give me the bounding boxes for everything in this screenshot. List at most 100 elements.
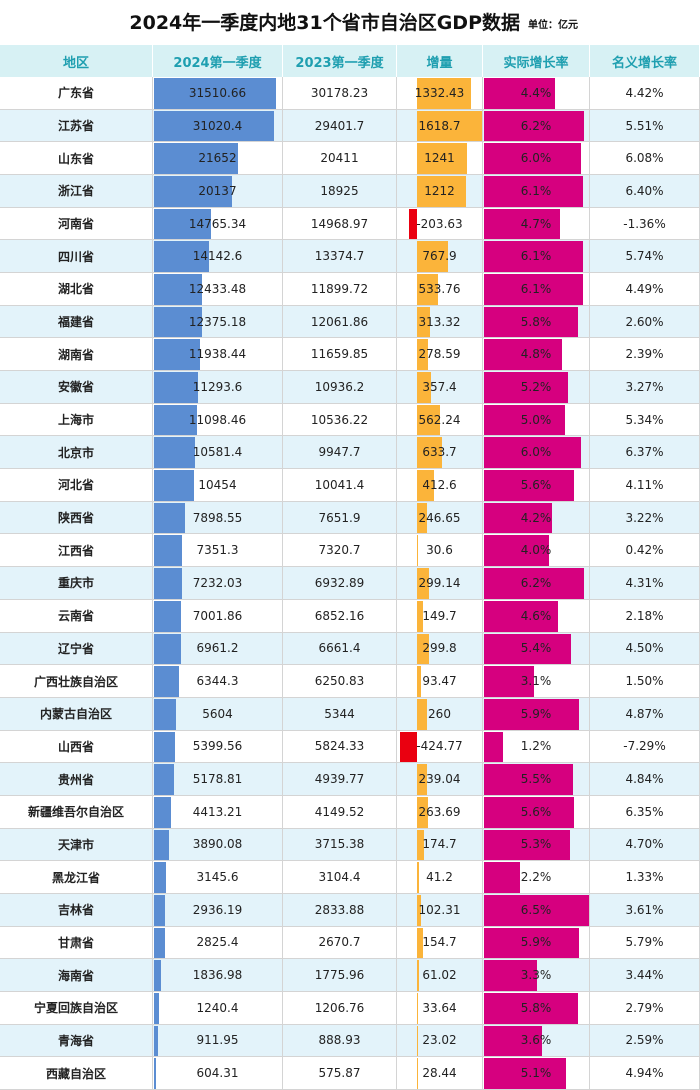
gdp-2023: 13374.7: [283, 240, 397, 274]
nominal-growth: 3.22%: [590, 501, 700, 535]
gdp-2024-bar: [154, 535, 183, 567]
gdp-2024-bar: [154, 600, 182, 632]
gdp-2024: 10454: [153, 469, 283, 502]
region: 江苏省: [0, 109, 153, 143]
real-growth-bar: [484, 470, 575, 501]
nominal-growth: 5.79%: [590, 926, 700, 960]
increase: 533.76: [397, 273, 483, 306]
nominal-growth: 5.34%: [590, 403, 700, 437]
real-growth: 5.6%: [483, 795, 590, 829]
gdp-2024-bar: [154, 502, 185, 534]
real-growth: 5.9%: [483, 926, 590, 960]
real-growth-bar: [484, 796, 575, 828]
real-growth: 3.6%: [483, 1024, 590, 1058]
gdp-2024: 7898.55: [153, 501, 283, 535]
increase-bar: [417, 78, 471, 109]
gdp-2023: 7651.9: [283, 501, 397, 535]
gdp-2024-bar: [154, 176, 232, 207]
nominal-growth: -7.29%: [590, 730, 700, 764]
real-growth-bar: [484, 143, 581, 175]
gdp-2023: 6661.4: [283, 632, 397, 666]
title: 2024年一季度内地31个省市自治区GDP数据: [129, 12, 520, 34]
row-background: [0, 371, 700, 404]
gdp-2024-bar: [154, 731, 175, 763]
real-growth: 5.5%: [483, 763, 590, 796]
increase-bar: [417, 927, 424, 959]
gdp-2023: 888.93: [283, 1024, 397, 1058]
increase: 767.9: [397, 240, 483, 274]
region: 内蒙古自治区: [0, 697, 153, 731]
region: 黑龙江省: [0, 861, 153, 894]
gdp-2024-bar: [154, 404, 197, 436]
gdp-2024-bar: [154, 568, 182, 599]
increase: 357.4: [397, 371, 483, 404]
gdp-2024-bar: [154, 829, 170, 861]
region: 天津市: [0, 828, 153, 862]
increase-bar: [417, 829, 424, 861]
gdp-2023: 2833.88: [283, 893, 397, 927]
gdp-2023: 4939.77: [283, 763, 397, 796]
region: 西藏自治区: [0, 1057, 153, 1090]
region: 云南省: [0, 599, 153, 633]
real-growth-bar: [484, 927, 580, 959]
real-growth-bar: [484, 568, 585, 599]
increase: 562.24: [397, 403, 483, 437]
increase: -203.63: [397, 207, 483, 241]
gdp-2023: 2670.7: [283, 926, 397, 960]
row-background: [0, 240, 700, 274]
increase: 33.64: [397, 991, 483, 1025]
increase: 299.14: [397, 567, 483, 600]
gdp-2023: 14968.97: [283, 207, 397, 241]
row-background: [0, 763, 700, 796]
increase: 23.02: [397, 1024, 483, 1058]
increase: 299.8: [397, 632, 483, 666]
gdp-2023: 4149.52: [283, 795, 397, 829]
gdp-2024-bar: [154, 633, 181, 665]
real-growth-bar: [484, 764, 573, 795]
real-growth-bar: [484, 306, 578, 338]
real-growth: 5.8%: [483, 991, 590, 1025]
gdp-2024-bar: [154, 306, 202, 338]
region: 山西省: [0, 730, 153, 764]
gdp-2024: 3145.6: [153, 861, 283, 894]
row-background: [0, 959, 700, 992]
gdp-2024: 11098.46: [153, 403, 283, 437]
row-background: [0, 175, 700, 208]
gdp-2024: 21652: [153, 142, 283, 176]
gdp-2024: 2825.4: [153, 926, 283, 960]
real-growth-bar: [484, 110, 585, 142]
real-growth-bar: [484, 829, 570, 861]
gdp-2024-bar: [154, 372, 198, 403]
increase-bar: [399, 731, 417, 763]
gdp-2024: 1240.4: [153, 991, 283, 1025]
increase-bar: [417, 1025, 418, 1057]
increase-bar: [417, 894, 422, 926]
gdp-2023: 575.87: [283, 1057, 397, 1090]
region: 重庆市: [0, 567, 153, 600]
increase-bar: [417, 110, 482, 142]
real-growth: 6.1%: [483, 240, 590, 274]
real-growth-bar: [484, 731, 504, 763]
real-growth-bar: [484, 894, 589, 926]
column-header: 名义增长率: [590, 45, 700, 77]
increase: 1241: [397, 142, 483, 176]
real-growth-bar: [484, 698, 580, 730]
real-growth: 6.2%: [483, 567, 590, 600]
gdp-2023: 10936.2: [283, 371, 397, 404]
column-header: 2023第一季度: [283, 45, 397, 77]
increase-bar: [417, 960, 420, 991]
gdp-2023: 18925: [283, 175, 397, 208]
increase: 278.59: [397, 338, 483, 372]
nominal-growth: 1.50%: [590, 665, 700, 698]
increase: 41.2: [397, 861, 483, 894]
gdp-2024: 911.95: [153, 1024, 283, 1058]
nominal-growth: 5.74%: [590, 240, 700, 274]
region: 江西省: [0, 534, 153, 568]
row-background: [0, 828, 700, 862]
gdp-2024: 3890.08: [153, 828, 283, 862]
nominal-growth: 4.11%: [590, 469, 700, 502]
increase: 246.65: [397, 501, 483, 535]
region: 湖北省: [0, 273, 153, 306]
gdp-2023: 1775.96: [283, 959, 397, 992]
nominal-growth: 6.37%: [590, 436, 700, 470]
